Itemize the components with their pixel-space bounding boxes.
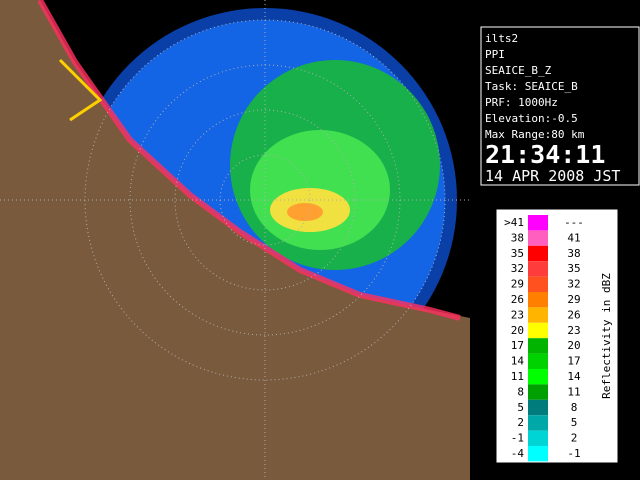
legend-swatch <box>528 215 548 231</box>
legend-low: 11 <box>511 370 524 383</box>
radar-image <box>0 0 470 480</box>
info-line: SEAICE_B_Z <box>485 64 552 77</box>
legend-low: -4 <box>511 447 525 460</box>
legend-low: 8 <box>517 385 524 398</box>
info-line: ilts2 <box>485 32 518 45</box>
legend-swatch <box>528 322 548 339</box>
legend-high: 41 <box>567 231 580 244</box>
legend-high: 35 <box>567 262 580 275</box>
info-line: Task: SEAICE_B <box>485 80 578 93</box>
legend-high: 8 <box>571 401 578 414</box>
legend-swatch <box>528 353 548 369</box>
legend-high: 23 <box>567 324 580 337</box>
legend-low: 14 <box>511 355 525 368</box>
date: 14 APR 2008 JST <box>485 167 620 185</box>
legend-low: 2 <box>517 416 524 429</box>
legend-high: 29 <box>567 293 580 306</box>
info-line: PRF: 1000Hz <box>485 96 558 109</box>
legend-low: 5 <box>517 401 524 414</box>
legend-high: 17 <box>567 355 580 368</box>
legend-low: 17 <box>511 339 524 352</box>
legend-swatch <box>528 230 548 246</box>
legend-high: 20 <box>567 339 580 352</box>
legend-swatch <box>528 369 548 385</box>
time: 21:34:11 <box>485 140 605 169</box>
range-rings <box>0 0 470 480</box>
legend-title: Reflectivity in dBZ <box>600 273 613 399</box>
legend-swatch <box>528 245 548 262</box>
legend-swatch <box>528 261 548 277</box>
info-line: Elevation:-0.5 <box>485 112 578 125</box>
legend-low: -1 <box>511 432 524 445</box>
legend-swatch <box>528 276 548 292</box>
legend-swatch <box>528 430 548 446</box>
legend-swatch <box>528 292 548 308</box>
legend-high: --- <box>564 216 584 229</box>
land <box>0 0 470 480</box>
legend-high: 5 <box>571 416 578 429</box>
echo-core <box>287 203 323 221</box>
legend-low: 29 <box>511 278 524 291</box>
legend-high: 2 <box>571 432 578 445</box>
legend-high: 38 <box>567 247 580 260</box>
legend-low: 32 <box>511 262 524 275</box>
legend-high: -1 <box>567 447 580 460</box>
legend-swatch <box>528 399 548 416</box>
legend-low: 26 <box>511 293 524 306</box>
legend-low: 20 <box>511 324 524 337</box>
info-panel <box>480 26 640 186</box>
coast-echo <box>37 0 461 321</box>
info-line: PPI <box>485 48 505 61</box>
legend-swatch <box>528 384 548 400</box>
legend-low: >41 <box>504 216 524 229</box>
legend-low: 38 <box>511 231 524 244</box>
legend-low: 35 <box>511 247 524 260</box>
legend-high: 14 <box>567 370 581 383</box>
info-line: Max Range:80 km <box>485 128 585 141</box>
coast-echo <box>58 58 103 122</box>
legend-box <box>496 209 618 463</box>
legend-low: 23 <box>511 308 524 321</box>
legend-high: 32 <box>567 278 580 291</box>
legend-high: 26 <box>567 308 580 321</box>
legend-swatch <box>528 307 548 323</box>
legend-swatch <box>528 446 548 462</box>
legend-swatch <box>528 415 548 431</box>
legend-high: 11 <box>567 385 580 398</box>
legend-swatch <box>528 338 548 354</box>
